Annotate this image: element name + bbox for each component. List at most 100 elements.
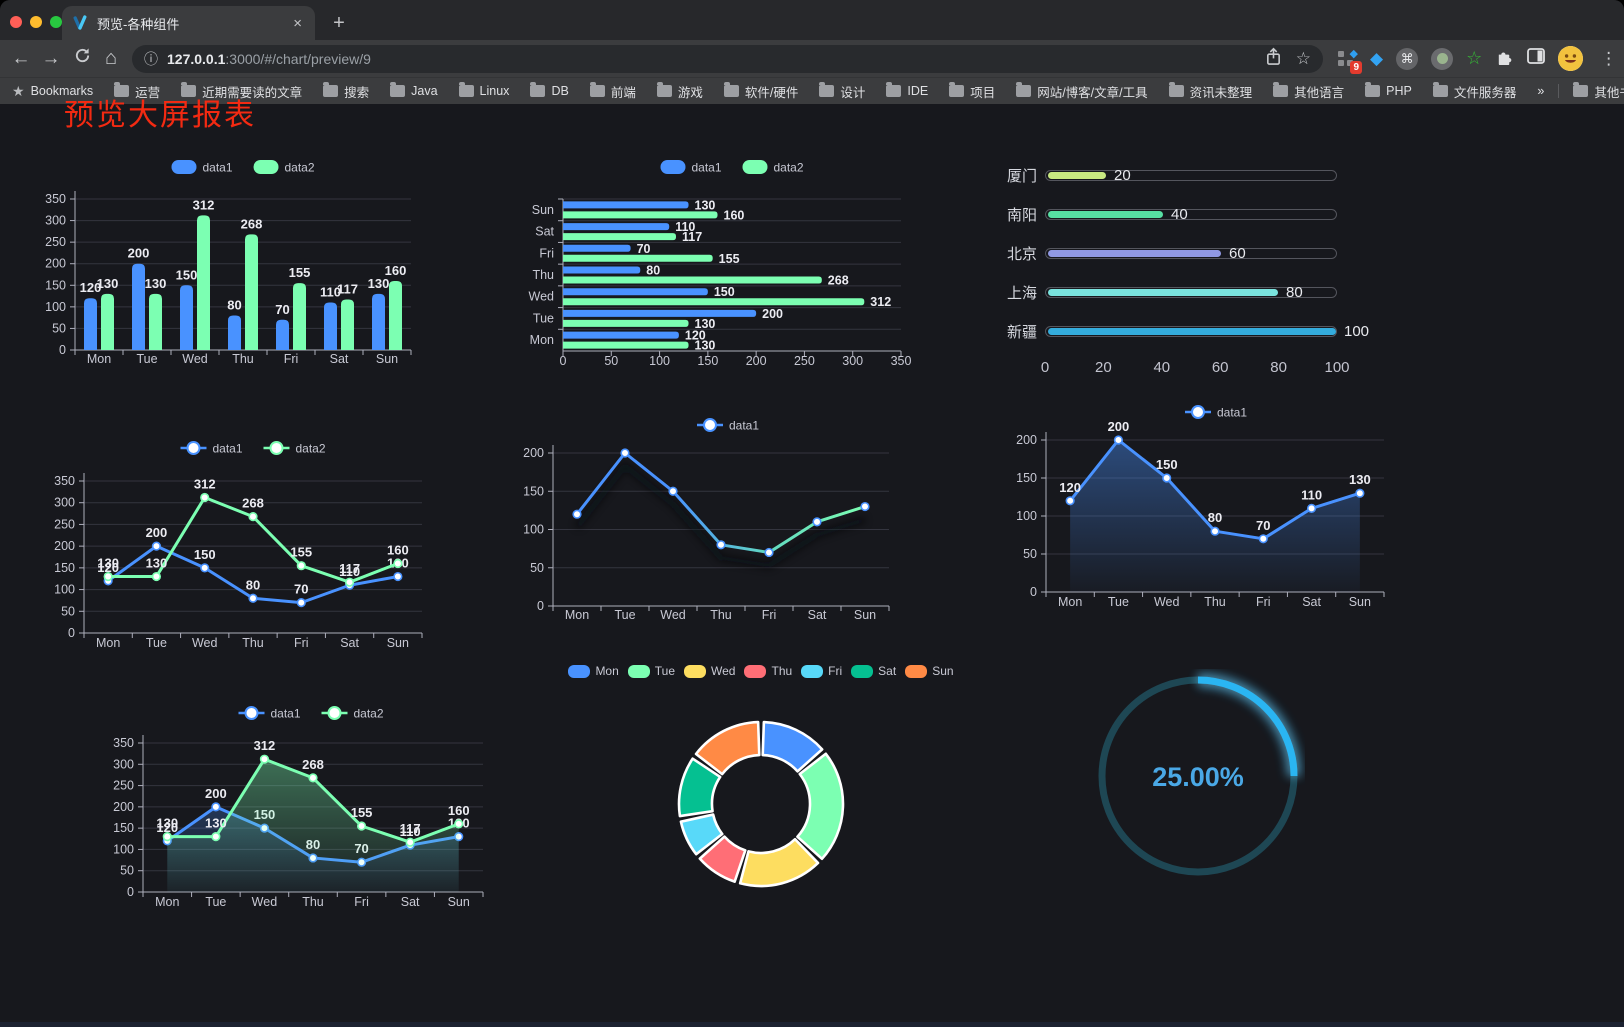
bar[interactable] (563, 288, 708, 296)
data-point[interactable] (716, 540, 726, 550)
bookmark-folder[interactable]: 资讯未整理 (1168, 82, 1252, 101)
bar[interactable] (563, 223, 670, 231)
progress-row[interactable]: 新疆 100 (1000, 321, 1380, 341)
data-point[interactable] (151, 541, 162, 551)
profile-avatar[interactable] (1558, 46, 1584, 71)
data-point[interactable] (393, 571, 403, 582)
data-point[interactable] (259, 754, 270, 764)
pie-slice-Sun[interactable] (694, 720, 761, 776)
back-icon[interactable]: ← (11, 47, 31, 69)
pie-slice-Sat[interactable] (677, 757, 722, 818)
chart-city-progress[interactable]: 厦门 20 南阳 40 北京 60 上海 80 新疆 100 0 20 40 60 80 100 (1000, 161, 1380, 386)
progress-row[interactable]: 北京 60 (1000, 243, 1380, 263)
legend-item[interactable]: Sat (851, 664, 896, 678)
chart-area-two-series[interactable]: 0 50 100 150 200 250 300 350 Mon Tue Wed Thu Fri Sat S… (100, 693, 500, 921)
data-point[interactable] (1065, 496, 1075, 506)
bar[interactable] (563, 298, 865, 306)
bar[interactable] (563, 266, 641, 274)
fullscreen-window-button[interactable] (50, 16, 62, 28)
other-bookmarks-folder[interactable]: 其他书签 (1573, 82, 1624, 101)
data-point[interactable] (405, 837, 415, 847)
minimize-window-button[interactable] (30, 16, 42, 28)
data-point[interactable] (860, 501, 870, 512)
share-icon[interactable] (1265, 47, 1282, 71)
bar[interactable] (132, 263, 145, 350)
data-point[interactable] (393, 558, 403, 569)
bar[interactable] (372, 293, 385, 350)
bar[interactable] (563, 341, 689, 349)
bookmarks-manager[interactable]: ★ Bookmarks (12, 83, 93, 100)
bar[interactable] (293, 283, 306, 350)
legend-item[interactable]: Fri (801, 664, 842, 678)
legend-item[interactable]: data2 (253, 160, 315, 175)
bar[interactable] (563, 244, 631, 252)
data-point[interactable] (668, 486, 678, 496)
tab-close-icon[interactable]: × (293, 14, 302, 32)
bookmark-folder[interactable]: 游戏 (656, 82, 703, 101)
legend-item[interactable]: data1 (180, 441, 243, 456)
legend-item[interactable]: data1 (1185, 405, 1247, 420)
data-point[interactable] (211, 832, 221, 842)
legend-item[interactable]: Mon (568, 664, 619, 678)
browser-menu-icon[interactable]: ⋮ (1600, 48, 1618, 68)
legend-item[interactable]: data1 (660, 160, 722, 175)
bar[interactable] (228, 315, 241, 350)
bookmark-folder[interactable]: 其他语言 (1273, 82, 1344, 101)
progress-row[interactable]: 南阳 40 (1000, 204, 1380, 224)
progress-row[interactable]: 上海 80 (1000, 282, 1380, 302)
gem-extension-icon[interactable]: ◆ (1370, 48, 1384, 68)
bookmark-star-icon[interactable]: ☆ (1295, 48, 1311, 68)
bookmark-folder[interactable]: 网站/博客/文章/工具 (1016, 82, 1148, 101)
data-point[interactable] (764, 547, 774, 558)
data-point[interactable] (248, 593, 258, 603)
bookmark-folder[interactable]: IDE (886, 82, 928, 101)
data-point[interactable] (296, 561, 306, 571)
bar[interactable] (563, 201, 689, 209)
site-info-icon[interactable]: ⓘ (144, 50, 158, 67)
bookmark-folder[interactable]: DB (530, 82, 569, 101)
new-tab-button[interactable]: + (333, 12, 345, 34)
bar[interactable] (149, 293, 162, 350)
bar[interactable] (563, 211, 718, 219)
bookmark-folder[interactable]: 前端 (589, 82, 636, 101)
legend-item[interactable]: Tue (627, 664, 675, 678)
data-point[interactable] (812, 517, 822, 527)
legend-item[interactable]: data1 (238, 706, 301, 721)
puzzle-extensions-icon[interactable] (1495, 47, 1514, 71)
data-point[interactable] (572, 509, 582, 519)
legend-item[interactable]: data1 (171, 160, 233, 175)
data-point[interactable] (344, 577, 355, 587)
data-point[interactable] (356, 821, 367, 831)
bar[interactable] (101, 293, 114, 350)
shortcut-extension-icon[interactable]: ⌘ (1396, 47, 1419, 70)
bar[interactable] (324, 302, 337, 350)
bookmark-folder[interactable]: Java (390, 82, 438, 101)
window-controls[interactable] (10, 16, 62, 28)
bar[interactable] (180, 285, 193, 350)
home-icon[interactable]: ⌂ (104, 47, 118, 69)
data-point[interactable] (308, 773, 318, 783)
legend-item[interactable]: data2 (742, 160, 804, 175)
chart-gauge[interactable]: 25.00% (1093, 669, 1305, 887)
bookmark-folder[interactable]: 近期需要读的文章 (181, 82, 302, 101)
data-point[interactable] (296, 598, 306, 608)
bar[interactable] (563, 254, 713, 262)
close-window-button[interactable] (10, 16, 22, 28)
data-point[interactable] (151, 571, 162, 582)
data-point[interactable] (1258, 534, 1268, 544)
bar[interactable] (276, 319, 289, 350)
legend-item[interactable]: Thu (744, 664, 792, 678)
data-point[interactable] (200, 492, 210, 503)
bookmark-folder[interactable]: 软件/硬件 (723, 82, 798, 101)
data-point[interactable] (1162, 473, 1172, 483)
pie-slice-Thu[interactable] (698, 835, 747, 883)
bookmark-folder[interactable]: 运营 (114, 82, 160, 101)
chart-line-two-series[interactable]: 0 50 100 150 200 250 300 350 Mon Tue Wed Thu Fri Sat S… (40, 431, 460, 661)
bar[interactable] (245, 234, 258, 350)
bar[interactable] (84, 298, 97, 350)
legend-item[interactable]: data2 (321, 706, 384, 721)
data-point[interactable] (211, 802, 221, 812)
pie-slice-Mon[interactable] (761, 720, 824, 773)
bar[interactable] (197, 215, 210, 350)
